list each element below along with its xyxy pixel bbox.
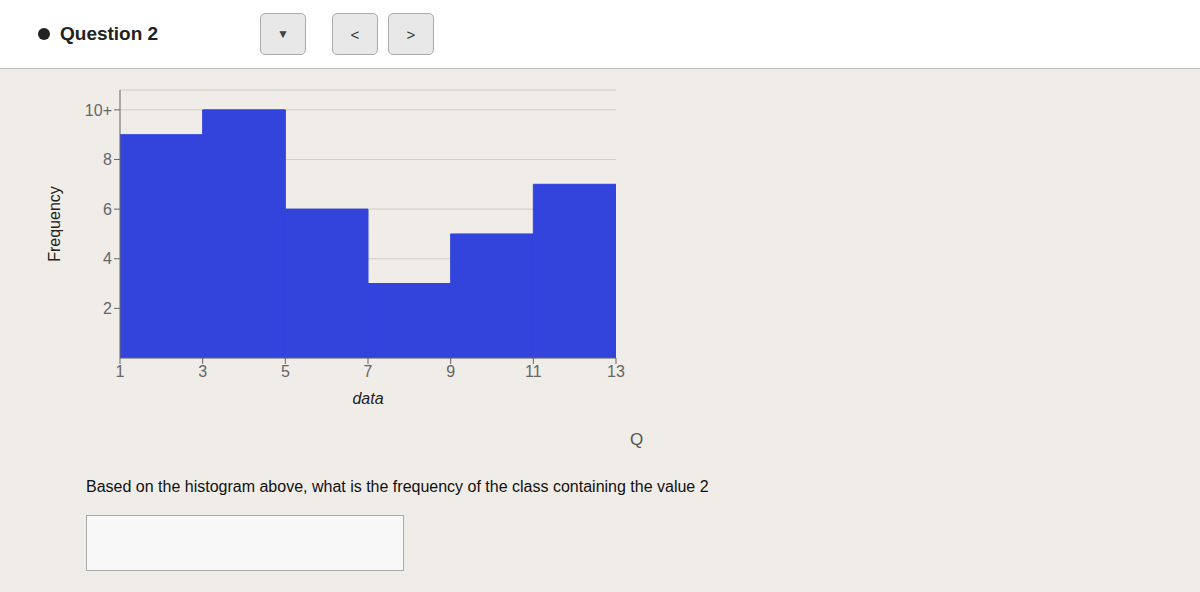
svg-text:4: 4: [103, 250, 112, 267]
svg-text:3: 3: [198, 363, 207, 380]
html-text:Q: Q: [630, 430, 644, 449]
svg-text:9: 9: [446, 363, 455, 380]
svg-text:6: 6: [103, 201, 112, 218]
svg-text:5: 5: [281, 363, 290, 380]
html-text:Based on the histogram above,: Based on the histogram above, what is th…: [86, 478, 709, 495]
svg-text:13: 13: [607, 363, 625, 380]
html-text:Question 2: Question 2: [60, 23, 159, 44]
svg-text:data: data: [352, 390, 383, 407]
svg-text:11: 11: [525, 363, 542, 380]
svg-text:7: 7: [364, 363, 373, 380]
svg-text:2: 2: [103, 300, 112, 317]
svg-text:10+: 10+: [85, 102, 112, 119]
svg-text:1: 1: [116, 363, 125, 380]
svg-text:Frequency: Frequency: [46, 186, 63, 262]
svg-text:8: 8: [103, 151, 112, 168]
